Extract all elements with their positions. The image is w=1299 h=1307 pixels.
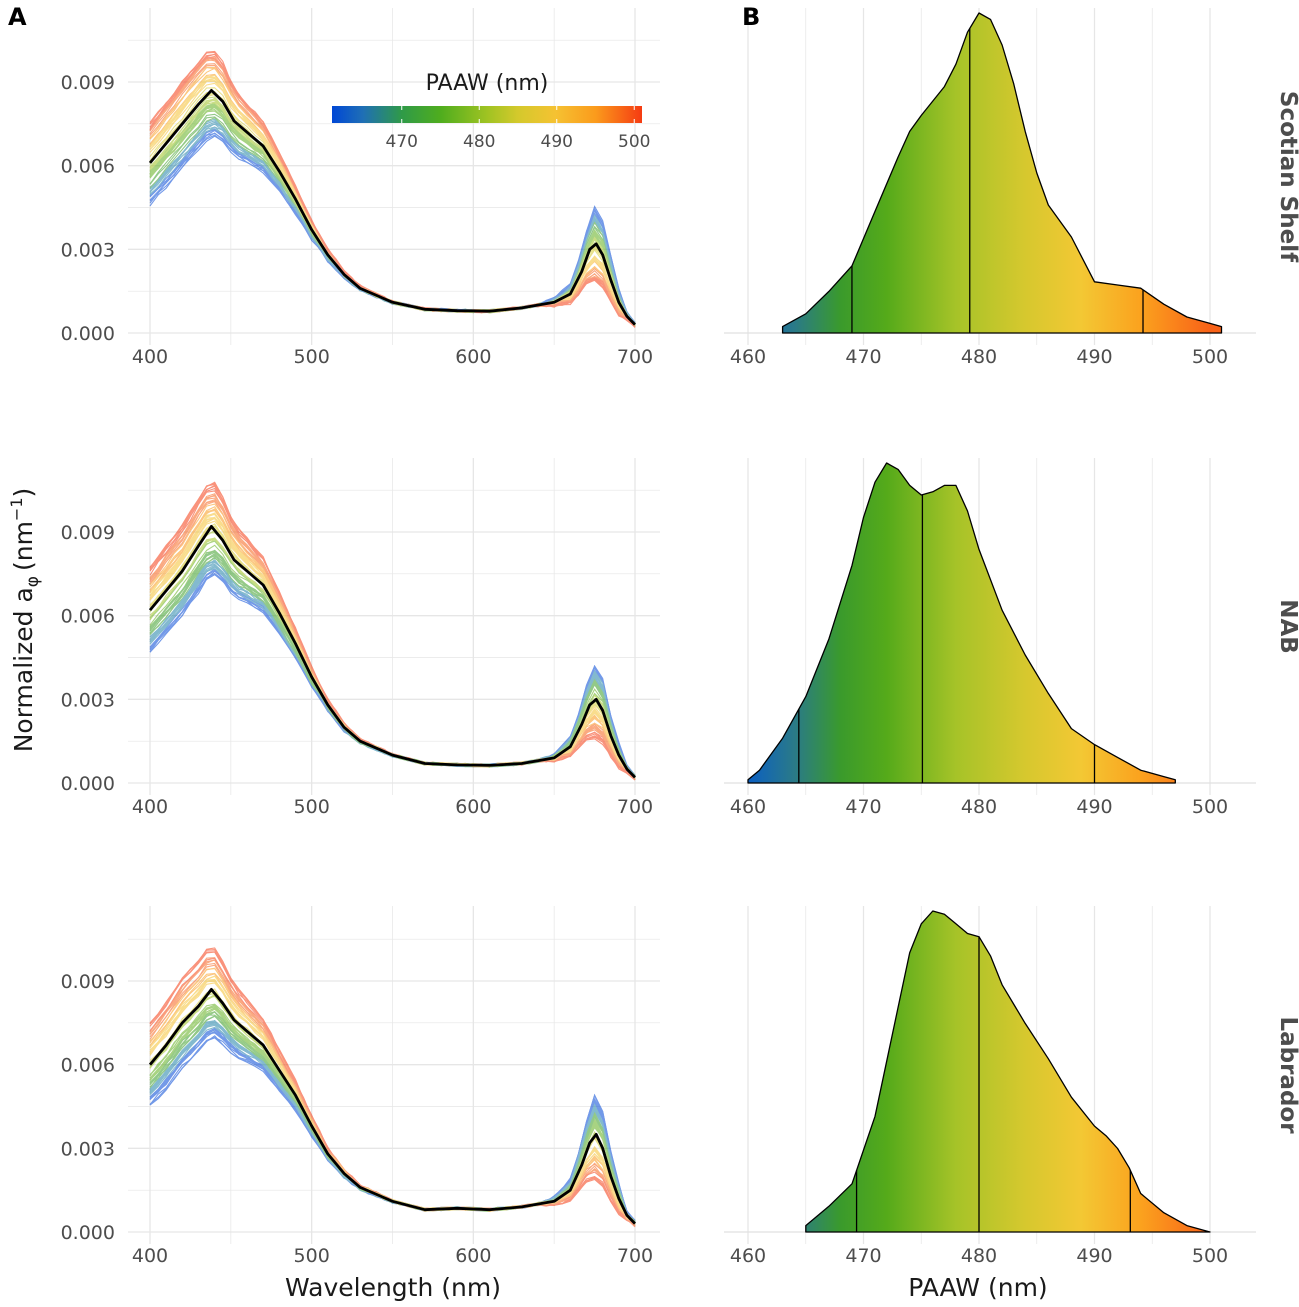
legend-tick-label: 480: [463, 132, 495, 152]
x-tick-label: 470: [845, 796, 881, 818]
x-tick-label: 400: [132, 1245, 168, 1267]
density-panel-0: 460 470 480 490 500 Scotian Shelf: [724, 8, 1299, 368]
x-tick-label: 490: [1076, 796, 1112, 818]
x-tick-label: 500: [1192, 346, 1228, 368]
x-tick-label: 460: [730, 346, 766, 368]
y-tick-label: 0.003: [61, 1138, 115, 1160]
y-axis-title-superscript: −1: [7, 497, 26, 521]
x-tick-label: 700: [617, 796, 653, 818]
x-tick-label: 500: [294, 346, 330, 368]
x-tick-label: 480: [961, 346, 997, 368]
density-panel-2: 460 470 480 490 500 Labrador: [724, 906, 1299, 1267]
x-tick-label: 500: [294, 796, 330, 818]
legend-tick-label: 470: [386, 132, 418, 152]
y-tick-label: 0.006: [61, 606, 115, 628]
y-axis-title: Normalized aφ (nm−1): [7, 488, 43, 753]
x-tick-label: 460: [730, 796, 766, 818]
x-tick-label: 460: [730, 1245, 766, 1267]
y-tick-label: 0.009: [61, 522, 115, 544]
x-tick-label: 470: [845, 346, 881, 368]
mean-spectrum-line: [148, 988, 637, 1225]
density-panel-1: 460 470 480 490 500 NAB: [724, 458, 1299, 818]
y-axis-title-unit-open: (nm: [9, 521, 38, 571]
x-axis-title-b: PAAW (nm): [908, 1273, 1047, 1302]
y-tick-label: 0.009: [61, 971, 115, 993]
x-tick-label: 400: [132, 346, 168, 368]
density-area: [781, 12, 1223, 334]
density-area: [747, 462, 1176, 784]
spectra-panel-0: 400 500 600 700 0.000 0.003 0.006 0.009: [61, 8, 660, 368]
color-legend: PAAW (nm) 470 480 490 500: [332, 71, 650, 152]
spectrum-line: [149, 1023, 636, 1224]
y-axis-title-unit-close: ): [9, 488, 38, 498]
density-area: [805, 910, 1211, 1233]
facet-strip-label: Labrador: [1275, 1016, 1299, 1134]
x-tick-label: 700: [617, 346, 653, 368]
x-tick-label: 500: [1192, 796, 1228, 818]
mean-spectrum-line: [148, 525, 637, 779]
y-tick-label: 0.000: [61, 323, 115, 345]
y-tick-label: 0.006: [61, 1055, 115, 1077]
x-tick-label: 600: [455, 346, 491, 368]
spectra-panel-1: 400 500 600 700 0.000 0.003 0.006 0.009: [61, 458, 660, 818]
legend-tick-label: 490: [541, 132, 573, 152]
legend-title: PAAW (nm): [426, 71, 549, 96]
x-axis-title-a: Wavelength (nm): [285, 1273, 501, 1302]
x-tick-label: 600: [455, 796, 491, 818]
x-tick-label: 600: [455, 1245, 491, 1267]
panel-label-a: A: [8, 3, 27, 31]
legend-colorbar: [332, 106, 642, 123]
x-tick-label: 700: [617, 1245, 653, 1267]
legend-tick-label: 500: [618, 132, 650, 152]
y-tick-label: 0.000: [61, 773, 115, 795]
panel-label-b: B: [742, 3, 760, 31]
spectra-panel-2: 400 500 600 700 0.000 0.003 0.006 0.009: [61, 906, 660, 1267]
facet-strip-label: Scotian Shelf: [1275, 91, 1299, 263]
y-tick-label: 0.006: [61, 156, 115, 178]
y-tick-label: 0.000: [61, 1222, 115, 1244]
facet-strip-label: NAB: [1275, 599, 1299, 654]
mean-spectrum-line: [148, 89, 637, 326]
y-tick-label: 0.009: [61, 72, 115, 94]
x-tick-label: 500: [294, 1245, 330, 1267]
x-tick-label: 480: [961, 1245, 997, 1267]
y-tick-label: 0.003: [61, 239, 115, 261]
x-tick-label: 470: [845, 1245, 881, 1267]
y-axis-title-main: Normalized a: [9, 587, 38, 752]
x-tick-label: 490: [1076, 346, 1112, 368]
x-tick-label: 490: [1076, 1245, 1112, 1267]
spectrum-line: [149, 51, 636, 328]
x-tick-label: 500: [1192, 1245, 1228, 1267]
x-tick-label: 480: [961, 796, 997, 818]
x-tick-label: 400: [132, 796, 168, 818]
y-axis-title-subscript: φ: [23, 576, 43, 587]
y-tick-label: 0.003: [61, 689, 115, 711]
